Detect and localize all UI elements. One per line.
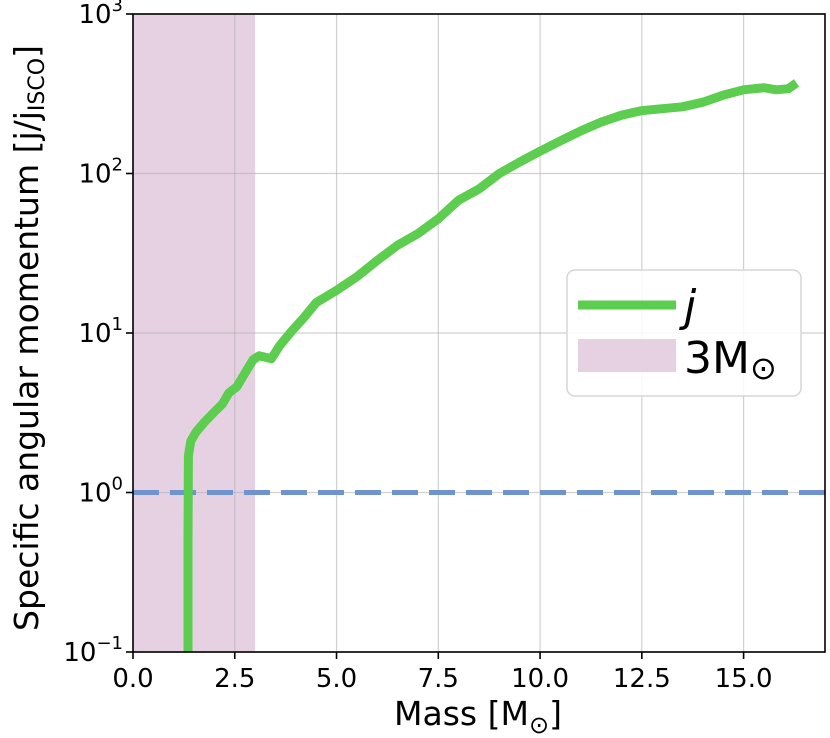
x-axis-label: Mass [M⊙] [394, 694, 562, 738]
x-tick-label-3: 7.5 [418, 664, 459, 694]
y-axis-ticks: 10−1 100 101 102 103 [63, 0, 133, 668]
series-j-line [183, 79, 800, 652]
x-tick-label-5: 12.5 [613, 664, 671, 694]
y-tick-label-1: 100 [78, 474, 123, 509]
x-tick-label-1: 2.5 [214, 664, 255, 694]
x-axis-ticks: 0.0 2.5 5.0 7.5 10.0 12.5 15.0 [112, 652, 773, 694]
y-tick-label-0: 10−1 [63, 633, 123, 668]
y-tick-label-2: 101 [78, 314, 123, 349]
legend: j 3M⊙ [566, 269, 802, 397]
legend-swatch-3msun [578, 339, 676, 372]
y-tick-label-3: 102 [78, 155, 123, 190]
x-tick-label-2: 5.0 [316, 664, 357, 694]
x-tick-label-0: 0.0 [112, 664, 153, 694]
legend-label-j: j [679, 281, 697, 332]
x-tick-label-4: 10.0 [511, 664, 569, 694]
y-axis-label: Specific angular momentum [j/jISCO] [7, 45, 50, 631]
y-tick-label-4: 103 [78, 0, 123, 30]
legend-label-3msun: 3M⊙ [684, 333, 777, 387]
x-tick-label-6: 15.0 [715, 664, 773, 694]
